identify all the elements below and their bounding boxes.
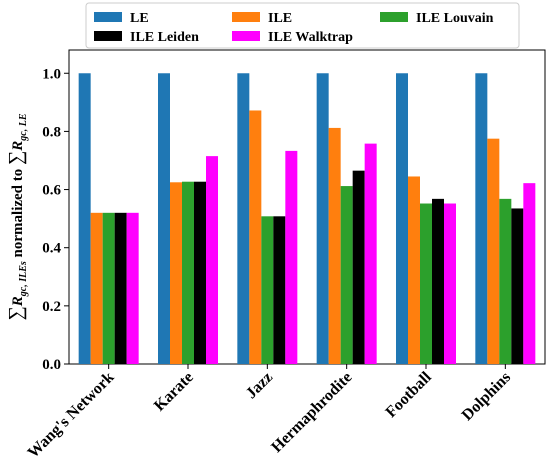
bar-ile-leiden [194,181,206,364]
bar-ile [408,176,420,364]
bar-ile-louvain [499,198,512,364]
y-tick-label: 0.0 [42,357,61,373]
y-tick-label: 1.0 [42,66,61,82]
bar-le [78,73,91,364]
legend-label: ILE Leiden [130,30,199,45]
bar-le [237,73,250,364]
bar-le [396,73,408,364]
y-tick-label: 0.8 [42,124,61,140]
x-tick-label: Wang's Network [25,369,118,462]
bar-ile-louvain [420,203,432,364]
bar-ile-leiden [511,208,524,364]
legend-label: ILE Louvain [416,11,494,26]
legend-box [85,2,520,49]
bar-ile-leiden [273,216,286,364]
y-tick-label: 0.2 [42,299,61,315]
x-tick-label: Dolphins [459,369,514,424]
y-tick-label: 0.6 [42,183,61,199]
bar-ile-walktrap [523,183,536,364]
bar-le [475,73,488,364]
bar-ile-leiden [432,198,444,364]
legend: LE ILE ILE Louvain ILE Leiden ILE Walktrap [85,2,520,49]
legend-label: ILE [268,11,292,26]
y-tick-label: 0.4 [42,241,61,257]
y-axis: 0.0 0.2 0.4 0.6 0.8 1.0 [42,66,69,373]
legend-swatch [94,31,122,41]
legend-label: LE [130,11,149,26]
bar-ile-walktrap [126,212,139,364]
bar-ile-louvain [261,216,274,364]
x-tick-label: Hermaphrodite [268,369,355,456]
legend-swatch [380,12,408,22]
bar-ile [328,127,341,364]
bars [78,73,536,364]
bar-le [158,73,170,364]
bar-ile [170,182,182,364]
bar-ile-walktrap [206,156,218,364]
bar-ile-walktrap [285,150,298,364]
bar-ile-louvain [102,212,115,364]
bar-ile [90,212,103,364]
legend-swatch [94,12,122,22]
bar-ile-leiden [352,170,365,364]
x-tick-label: Jazz [243,369,276,402]
y-axis-label: ∑Rgc, ILEs normalized to ∑Rgc, LE [5,113,29,320]
bar-ile-walktrap [364,143,377,364]
bar-ile [487,138,500,364]
x-tick-label: Karate [151,369,197,415]
plot-frame [68,49,546,365]
bar-le [316,73,329,364]
bar-ile-louvain [340,186,353,364]
bar-ile-walktrap [444,203,456,364]
legend-swatch [232,31,260,41]
bar-ile-leiden [114,212,127,364]
bar-ile [249,110,262,364]
legend-swatch [232,12,260,22]
plot-area: 0.0 0.2 0.4 0.6 0.8 1.0 Wang's Network Karate J… [25,49,546,462]
x-tick-label: Football [383,368,436,421]
legend-label: ILE Walktrap [268,30,353,45]
bar-ile-louvain [182,181,194,364]
